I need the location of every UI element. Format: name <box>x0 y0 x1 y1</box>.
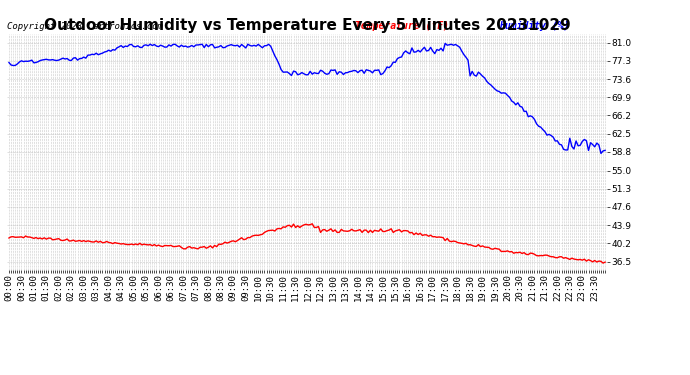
Text: Humidity (%): Humidity (%) <box>499 21 570 32</box>
Text: Temperature (°F): Temperature (°F) <box>355 21 449 32</box>
Text: Copyright 2023 Cartronics.com: Copyright 2023 Cartronics.com <box>7 22 163 32</box>
Title: Outdoor Humidity vs Temperature Every 5 Minutes 20231029: Outdoor Humidity vs Temperature Every 5 … <box>43 18 571 33</box>
